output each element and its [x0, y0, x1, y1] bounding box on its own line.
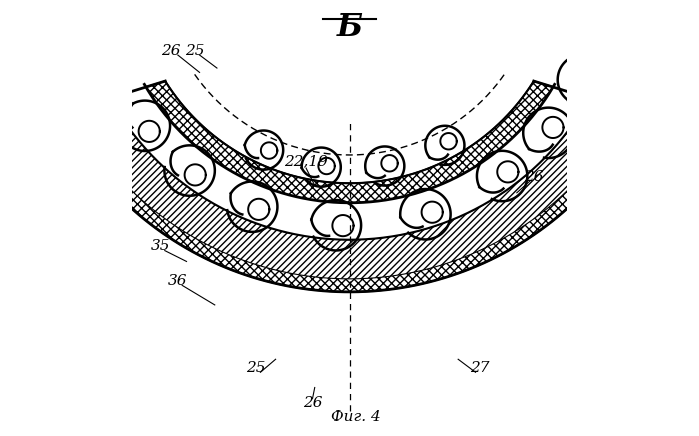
Text: Б: Б	[336, 12, 363, 43]
Text: 26: 26	[524, 170, 544, 184]
Text: 26: 26	[161, 44, 181, 58]
Text: 27: 27	[470, 361, 489, 375]
Text: 25: 25	[246, 361, 266, 375]
Text: 35: 35	[151, 239, 170, 253]
Text: 36: 36	[168, 274, 187, 288]
Text: 26: 26	[303, 396, 322, 410]
Text: 22,19: 22,19	[284, 154, 328, 168]
Text: 25: 25	[185, 44, 205, 58]
Text: Фиг. 4: Фиг. 4	[331, 410, 381, 424]
